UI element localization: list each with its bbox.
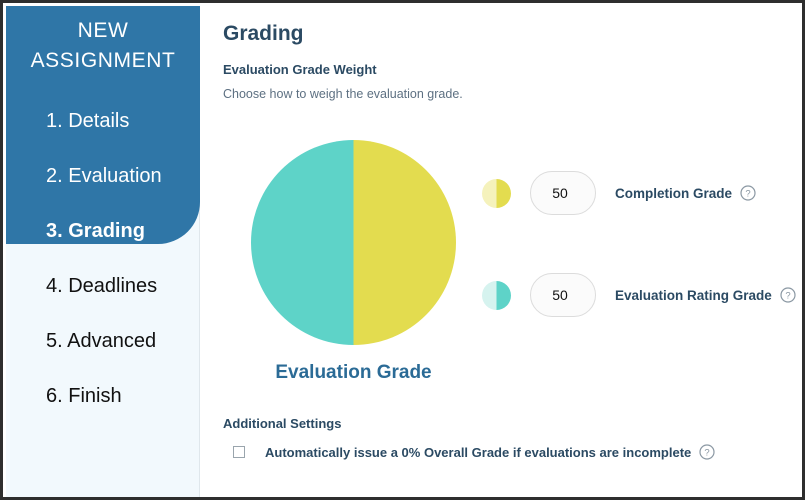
evaluation-rating-grade-input[interactable]: [530, 273, 596, 317]
pie-chart: [251, 140, 456, 345]
auto-zero-grade-label: Automatically issue a 0% Overall Grade i…: [265, 444, 692, 460]
svg-text:?: ?: [785, 291, 790, 302]
sidebar-item-grading[interactable]: 3. Grading: [6, 204, 200, 259]
section-help-text: Choose how to weigh the evaluation grade…: [223, 87, 463, 101]
sidebar-item-finish[interactable]: 6. Finish: [6, 369, 200, 424]
completion-grade-label: Completion Grade: [615, 185, 733, 201]
evaluation-rating-grade-label: Evaluation Rating Grade: [615, 287, 772, 303]
completion-grade-input[interactable]: [530, 171, 596, 215]
sidebar-title-line2: ASSIGNMENT: [30, 49, 176, 72]
zero-grade-setting-row: Automatically issue a 0% Overall Grade i…: [233, 444, 715, 460]
sidebar: NEW ASSIGNMENT 1. Details 2. Evaluation …: [6, 6, 200, 497]
sidebar-blue-panel: NEW ASSIGNMENT: [6, 6, 200, 244]
sidebar-title-line1: NEW: [77, 19, 129, 42]
svg-text:?: ?: [705, 448, 710, 459]
svg-text:?: ?: [745, 189, 750, 200]
sidebar-nav: 1. Details 2. Evaluation 3. Grading 4. D…: [6, 94, 200, 424]
question-circle-icon[interactable]: ?: [780, 287, 796, 303]
sidebar-item-label: 1. Details: [46, 110, 130, 132]
sidebar-item-evaluation[interactable]: 2. Evaluation: [6, 149, 200, 204]
evaluation-grade-chart: Evaluation Grade: [251, 140, 456, 384]
question-circle-icon[interactable]: ?: [740, 185, 756, 201]
sidebar-item-label: 5. Advanced: [46, 330, 157, 352]
sidebar-item-label: 2. Evaluation: [46, 165, 162, 187]
main-content: Grading Evaluation Grade Weight Choose h…: [201, 6, 799, 494]
sidebar-item-advanced[interactable]: 5. Advanced: [6, 314, 200, 369]
sidebar-item-label: 4. Deadlines: [46, 275, 158, 297]
sidebar-item-details[interactable]: 1. Details: [6, 94, 200, 149]
half-pie-yellow-icon: [482, 178, 511, 208]
sidebar-item-deadlines[interactable]: 4. Deadlines: [6, 259, 200, 314]
weight-row-completion-grade: Completion Grade ?: [482, 171, 756, 215]
auto-zero-grade-checkbox[interactable]: [233, 446, 245, 458]
page-title: Grading: [223, 22, 304, 45]
sidebar-item-label: 6. Finish: [46, 385, 122, 407]
additional-settings-title: Additional Settings: [223, 416, 342, 431]
chart-caption: Evaluation Grade: [275, 362, 432, 383]
question-circle-icon[interactable]: ?: [699, 444, 715, 460]
sidebar-title: NEW ASSIGNMENT: [6, 6, 200, 76]
weight-row-evaluation-rating-grade: Evaluation Rating Grade ?: [482, 273, 796, 317]
half-pie-teal-icon: [482, 280, 511, 310]
section-label: Evaluation Grade Weight: [223, 62, 377, 77]
sidebar-item-label: 3. Grading: [46, 220, 145, 242]
